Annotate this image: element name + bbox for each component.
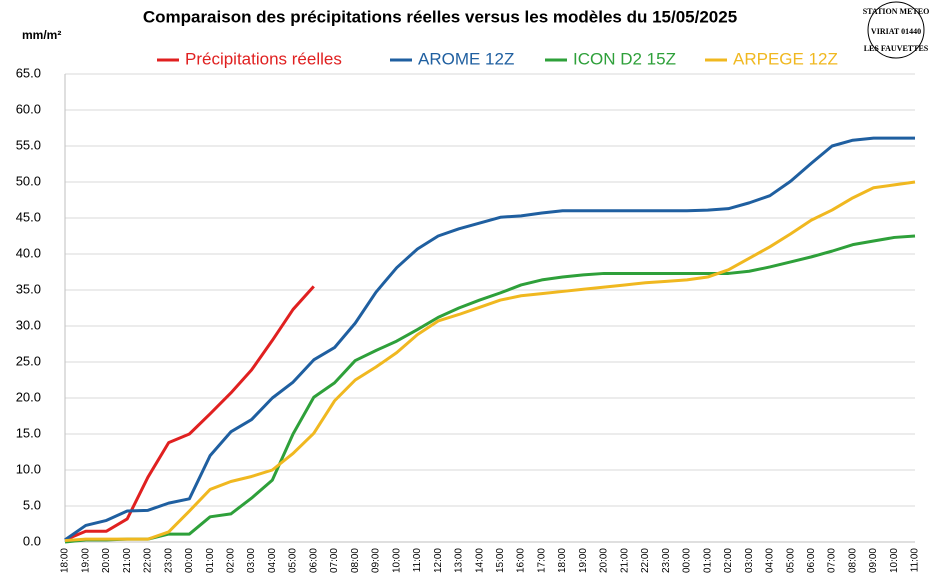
x-tick-label: 12:00 (433, 548, 444, 573)
legend-label: ICON D2 15Z (573, 49, 676, 68)
x-tick-label: 08:00 (847, 548, 858, 573)
y-tick-label: 0.0 (23, 533, 41, 548)
x-tick-label: 06:00 (806, 548, 817, 573)
x-tick-label: 04:00 (267, 548, 278, 573)
y-tick-label: 40.0 (16, 245, 41, 260)
series-line (64, 180, 916, 543)
x-tick-label: 19:00 (80, 548, 91, 573)
x-tick-label: 10:00 (391, 548, 402, 573)
x-tick-label: 21:00 (122, 548, 133, 573)
x-tick-label: 18:00 (557, 548, 568, 573)
x-tick-label: 02:00 (723, 548, 734, 573)
x-tick-label: 23:00 (661, 548, 672, 573)
stamp-circle (867, 1, 925, 59)
x-tick-label: 14:00 (474, 548, 485, 573)
y-tick-label: 65.0 (16, 65, 41, 80)
x-tick-label: 08:00 (350, 548, 361, 573)
x-tick-label: 09:00 (868, 548, 879, 573)
x-tick-label: 04:00 (765, 548, 776, 573)
x-tick-label: 03:00 (744, 548, 755, 573)
y-tick-label: 10.0 (16, 461, 41, 476)
x-tick-label: 22:00 (640, 548, 651, 573)
x-tick-label: 20:00 (599, 548, 610, 573)
x-tick-label: 13:00 (454, 548, 465, 573)
legend-label: ARPEGE 12Z (733, 49, 838, 68)
x-tick-label: 07:00 (329, 548, 340, 573)
x-tick-label: 16:00 (516, 548, 527, 573)
stamp-text: VIRIAT 01440 (871, 27, 921, 36)
x-tick-label: 01:00 (205, 548, 216, 573)
stamp-text: STATION METEO (863, 7, 930, 16)
x-tick-label: 03:00 (246, 548, 257, 573)
series-line (64, 285, 315, 542)
x-tick-label: 19:00 (578, 548, 589, 573)
x-tick-label: 15:00 (495, 548, 506, 573)
x-tick-label: 05:00 (785, 548, 796, 573)
x-tick-label: 11:00 (910, 548, 921, 573)
chart-title: Comparaison des précipitations réelles v… (143, 7, 737, 26)
y-tick-label: 60.0 (16, 101, 41, 116)
x-tick-label: 06:00 (308, 548, 319, 573)
y-tick-label: 55.0 (16, 137, 41, 152)
x-tick-label: 23:00 (163, 548, 174, 573)
stamp-text: LES FAUVETTES (864, 44, 929, 53)
series-line (64, 234, 916, 544)
x-tick-label: 00:00 (682, 548, 693, 573)
stamp: STATION METEO VIRIAT 01440 LES FAUVETTES (863, 1, 930, 59)
x-tick-label: 17:00 (536, 548, 547, 573)
x-tick-label: 07:00 (827, 548, 838, 573)
x-tick-label: 10:00 (889, 548, 900, 573)
y-tick-label: 30.0 (16, 317, 41, 332)
x-tick-label: 00:00 (184, 548, 195, 573)
y-tick-label: 15.0 (16, 425, 41, 440)
y-tick-label: 5.0 (23, 497, 41, 512)
x-tick-label: 11:00 (412, 548, 423, 573)
x-tick-label: 20:00 (101, 548, 112, 573)
x-tick-label: 21:00 (619, 548, 630, 573)
x-tick-label: 18:00 (60, 548, 71, 573)
y-tick-label: 35.0 (16, 281, 41, 296)
y-tick-label: 20.0 (16, 389, 41, 404)
x-tick-label: 02:00 (225, 548, 236, 573)
x-tick-label: 05:00 (288, 548, 299, 573)
x-tick-label: 09:00 (371, 548, 382, 573)
y-axis-label: mm/m² (22, 28, 61, 42)
series-line (64, 136, 915, 542)
legend-label: Précipitations réelles (185, 49, 342, 68)
x-tick-label: 22:00 (143, 548, 154, 573)
y-tick-label: 45.0 (16, 209, 41, 224)
y-tick-label: 50.0 (16, 173, 41, 188)
legend-label: AROME 12Z (418, 49, 514, 68)
y-tick-label: 25.0 (16, 353, 41, 368)
x-tick-label: 01:00 (702, 548, 713, 573)
